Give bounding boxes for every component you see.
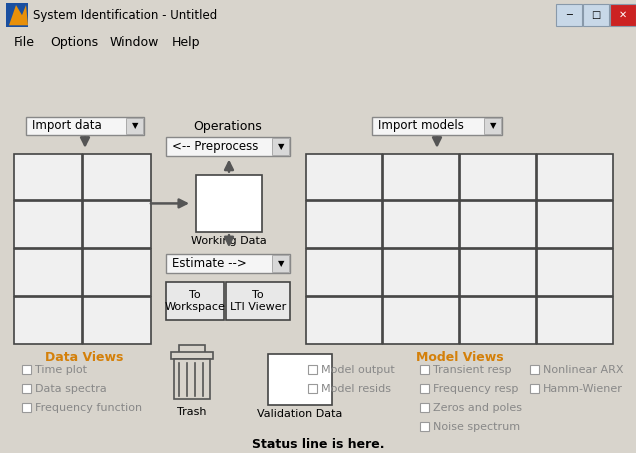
Polygon shape xyxy=(9,5,28,25)
Bar xyxy=(460,297,536,344)
Bar xyxy=(272,255,289,272)
Text: ▼: ▼ xyxy=(490,121,496,130)
Text: Trash: Trash xyxy=(177,407,207,417)
Bar xyxy=(22,403,31,412)
Bar xyxy=(14,249,82,296)
Text: Import models: Import models xyxy=(378,119,464,132)
Bar xyxy=(308,385,317,393)
Bar xyxy=(420,366,429,375)
Text: Estimate -->: Estimate --> xyxy=(172,257,247,270)
Bar xyxy=(583,4,609,26)
Text: Zeros and poles: Zeros and poles xyxy=(433,403,522,413)
Text: Window: Window xyxy=(110,36,160,49)
Text: Data spectra: Data spectra xyxy=(35,384,107,394)
Text: To
Workspace: To Workspace xyxy=(165,290,225,312)
Text: Transient resp: Transient resp xyxy=(433,365,511,375)
Text: Operations: Operations xyxy=(193,120,263,133)
Bar xyxy=(383,202,459,248)
Text: Status line is here.: Status line is here. xyxy=(252,438,384,451)
Bar xyxy=(22,366,31,375)
Bar xyxy=(166,282,224,320)
Bar xyxy=(166,137,290,156)
Bar xyxy=(226,282,290,320)
Text: Import data: Import data xyxy=(32,119,102,132)
Bar xyxy=(383,249,459,296)
Bar xyxy=(179,345,205,352)
Bar xyxy=(166,254,290,273)
Text: System Identification - Untitled: System Identification - Untitled xyxy=(33,9,218,22)
Bar xyxy=(26,117,144,135)
Bar xyxy=(14,202,82,248)
Bar xyxy=(460,249,536,296)
Text: □: □ xyxy=(591,10,600,20)
Bar xyxy=(174,358,210,399)
Text: To
LTI Viewer: To LTI Viewer xyxy=(230,290,286,312)
Bar xyxy=(537,249,613,296)
Text: Model output: Model output xyxy=(321,365,395,375)
Bar xyxy=(22,385,31,393)
Bar xyxy=(306,154,382,200)
Bar xyxy=(83,297,151,344)
Text: Data Views: Data Views xyxy=(45,351,123,364)
Bar xyxy=(383,154,459,200)
Bar xyxy=(537,202,613,248)
Bar xyxy=(460,202,536,248)
Bar xyxy=(530,366,539,375)
Bar xyxy=(537,297,613,344)
Text: ▼: ▼ xyxy=(278,142,284,151)
Bar xyxy=(306,297,382,344)
Bar xyxy=(537,154,613,200)
Bar xyxy=(420,403,429,412)
Text: Options: Options xyxy=(50,36,98,49)
Text: Model Views: Model Views xyxy=(416,351,504,364)
Bar xyxy=(83,154,151,200)
Text: ▼: ▼ xyxy=(132,121,138,130)
Text: Time plot: Time plot xyxy=(35,365,87,375)
Bar xyxy=(6,3,28,27)
Bar xyxy=(14,154,82,200)
Bar xyxy=(306,202,382,248)
Text: Working Data: Working Data xyxy=(191,236,267,246)
Text: ✕: ✕ xyxy=(619,10,627,20)
Bar xyxy=(14,297,82,344)
Bar xyxy=(484,118,501,134)
Bar xyxy=(126,118,143,134)
Text: File: File xyxy=(14,36,35,49)
Bar xyxy=(306,249,382,296)
Text: Model resids: Model resids xyxy=(321,384,391,394)
Text: Nonlinear ARX: Nonlinear ARX xyxy=(543,365,623,375)
Bar xyxy=(268,354,332,405)
Text: <-- Preprocess: <-- Preprocess xyxy=(172,140,258,153)
Bar xyxy=(83,202,151,248)
Text: ▼: ▼ xyxy=(278,259,284,268)
Text: Frequency resp: Frequency resp xyxy=(433,384,518,394)
Bar xyxy=(196,174,262,232)
Bar xyxy=(610,4,636,26)
Bar xyxy=(308,366,317,375)
Text: Frequency function: Frequency function xyxy=(35,403,142,413)
Bar xyxy=(420,385,429,393)
Bar xyxy=(530,385,539,393)
Text: Noise spectrum: Noise spectrum xyxy=(433,422,520,432)
Text: ─: ─ xyxy=(566,10,572,20)
Bar xyxy=(420,422,429,431)
Text: Help: Help xyxy=(172,36,200,49)
Bar xyxy=(171,352,213,358)
Bar xyxy=(556,4,582,26)
Bar xyxy=(83,249,151,296)
Bar xyxy=(460,154,536,200)
Bar xyxy=(383,297,459,344)
Bar xyxy=(272,138,289,155)
Text: Hamm-Wiener: Hamm-Wiener xyxy=(543,384,623,394)
Bar xyxy=(372,117,502,135)
Text: Validation Data: Validation Data xyxy=(258,409,343,419)
